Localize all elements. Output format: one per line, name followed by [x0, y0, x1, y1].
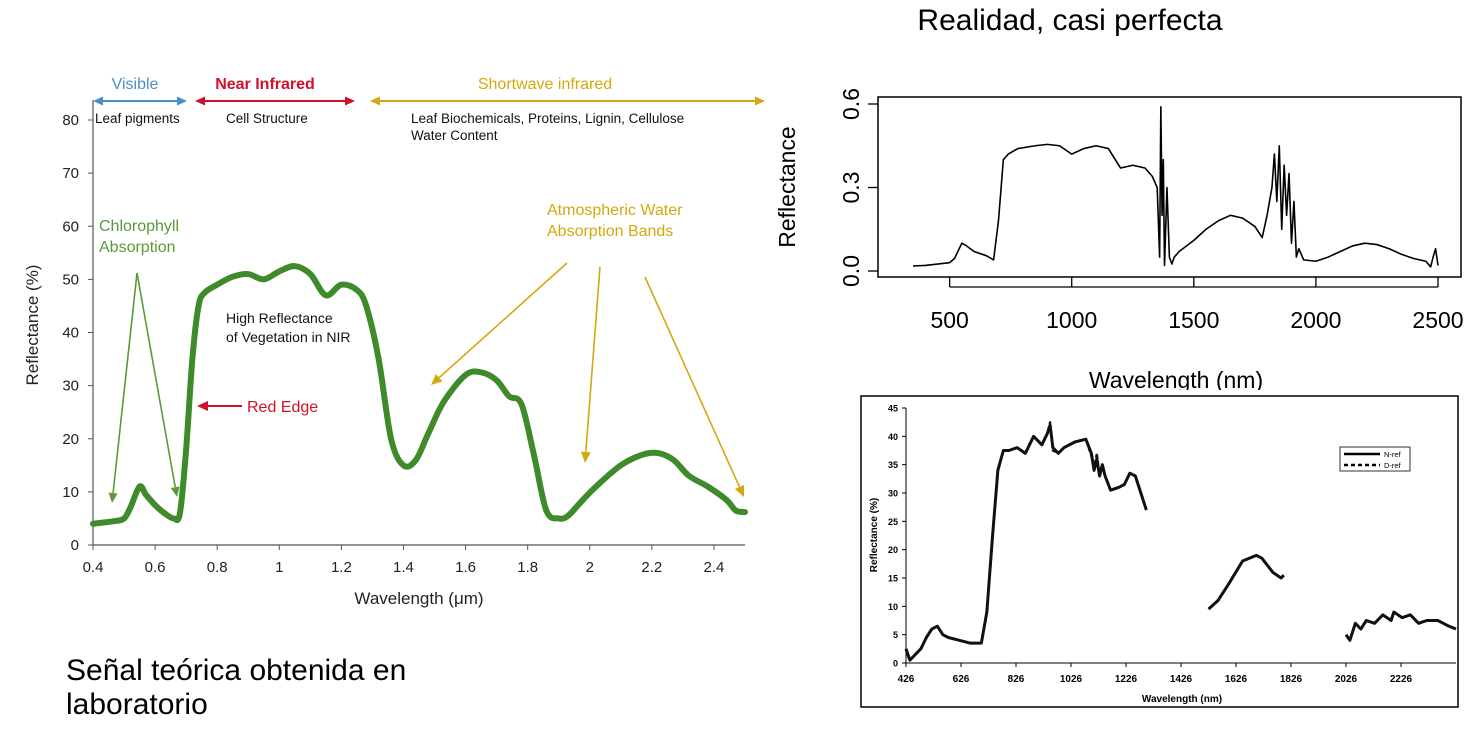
theoretical-spectrum-chart: 0.4 0.6 0.8 1 1.2 1.4 1.6 1.8 2 2.2 2.4 0 10 20 30 40 50…	[23, 76, 765, 608]
y-tick-label: 5	[893, 630, 898, 640]
y-tick-label: 30	[62, 378, 79, 395]
region-arrow-right-1	[140, 96, 187, 106]
y-tick-label: 0	[71, 537, 79, 554]
region-arrow-left-2	[195, 96, 275, 106]
vegetation-reflectance-line	[90, 263, 748, 527]
water-arrow-3	[644, 276, 744, 497]
y-axis-label: Reflectance	[774, 126, 800, 247]
chart-border	[860, 395, 1459, 708]
y-tick-label: 15	[888, 574, 898, 584]
x-tick-label: 1.2	[331, 559, 352, 576]
chlorophyll-arrow-red	[136, 272, 180, 497]
region-arrow-left-1	[93, 96, 140, 106]
x-tick-label: 2	[586, 559, 594, 576]
x-tick-label: 2226	[1390, 674, 1413, 685]
region-header-2: Near Infrared	[215, 76, 315, 93]
y-tick-label: 60	[62, 218, 79, 235]
x-tick-label: 0.8	[207, 559, 228, 576]
legend-label-nref: N-ref	[1384, 450, 1402, 459]
region-arrow-left-3	[370, 96, 568, 106]
nref-line-segment	[1344, 610, 1457, 642]
y-tick-label: 10	[62, 484, 79, 501]
y-tick-label: 10	[888, 602, 898, 612]
y-tick-label: 20	[62, 431, 79, 448]
water-bands-annotation: Absorption Bands	[547, 223, 673, 240]
region-subtitle-3: Water Content	[411, 128, 498, 143]
water-bands-annotation: Atmospheric Water	[547, 202, 683, 219]
x-tick-label: 0.4	[83, 559, 104, 576]
water-arrow-2	[580, 266, 601, 463]
chlorophyll-annotation: Chlorophyll	[99, 218, 179, 235]
x-tick-label: 626	[953, 674, 970, 685]
x-axis-label: Wavelength (μm)	[354, 589, 483, 608]
x-tick-label: 2.2	[641, 559, 662, 576]
red-edge-arrow	[197, 401, 242, 411]
y-tick-label: 0.3	[838, 172, 864, 204]
x-axis-label: Wavelength (nm)	[1089, 367, 1263, 390]
y-tick-label: 80	[62, 112, 79, 129]
slide-title-right: Realidad, casi perfecta	[917, 4, 1223, 37]
region-header-3: Shortwave infrared	[478, 76, 612, 93]
y-tick-label: 40	[888, 432, 898, 442]
y-tick-label: 0.6	[838, 88, 864, 120]
nref-line-segment	[1207, 553, 1285, 611]
y-axis-label: Reflectance (%)	[869, 498, 880, 572]
x-tick-label: 2000	[1290, 307, 1341, 333]
nref-dref-chart: 426 626 826 1026 1226 1426 1626 1826 2026 2226 0 5 1…	[860, 395, 1459, 708]
region-arrow-right-3	[567, 96, 765, 106]
y-tick-label: 30	[888, 489, 898, 499]
x-tick-label: 1.4	[393, 559, 414, 576]
chlorophyll-arrow-blue	[108, 272, 138, 503]
region-header-1: Visible	[112, 76, 159, 93]
x-tick-label: 500	[930, 307, 968, 333]
slide-caption-left: Señal teórica obtenida en laboratorio	[66, 654, 407, 721]
x-tick-label: 1.6	[455, 559, 476, 576]
y-tick-label: 0.0	[838, 255, 864, 287]
x-tick-label: 1626	[1225, 674, 1248, 685]
region-subtitle-1: Leaf pigments	[95, 111, 180, 126]
y-tick-label: 50	[62, 271, 79, 288]
high-reflectance-annotation: High Reflectance	[226, 310, 333, 326]
x-tick-label: 2500	[1412, 307, 1463, 333]
x-tick-label: 1.8	[517, 559, 538, 576]
x-tick-label: 2.4	[704, 559, 725, 576]
region-subtitle-3: Leaf Biochemicals, Proteins, Lignin, Cel…	[411, 111, 684, 126]
x-tick-label: 1500	[1168, 307, 1219, 333]
region-subtitle-2: Cell Structure	[226, 111, 308, 126]
legend-label-dref: D-ref	[1384, 461, 1402, 470]
y-tick-label: 25	[888, 517, 898, 527]
y-tick-label: 40	[62, 325, 79, 342]
water-arrow-1	[431, 262, 568, 385]
red-edge-annotation: Red Edge	[247, 399, 318, 416]
y-tick-label: 20	[888, 545, 898, 555]
y-tick-label: 0	[893, 659, 898, 669]
x-tick-label: 1826	[1280, 674, 1303, 685]
real-spectrum-chart: 500 1000 1500 2000 2500 0.0 0.3 0.6 Wavelength …	[774, 88, 1464, 390]
x-tick-label: 1226	[1115, 674, 1138, 685]
y-tick-label: 45	[888, 404, 898, 414]
dref-line-segment	[904, 421, 1148, 662]
x-axis-label: Wavelength (nm)	[1142, 694, 1222, 705]
x-tick-label: 1026	[1060, 674, 1083, 685]
x-tick-label: 2026	[1335, 674, 1358, 685]
y-tick-label: 70	[62, 165, 79, 182]
y-tick-label: 35	[888, 460, 898, 470]
chlorophyll-annotation: Absorption	[99, 239, 176, 256]
high-reflectance-annotation: of Vegetation in NIR	[226, 329, 351, 345]
x-tick-label: 426	[898, 674, 915, 685]
x-tick-label: 826	[1008, 674, 1025, 685]
legend: N-ref D-ref	[1339, 446, 1411, 472]
x-tick-label: 1426	[1170, 674, 1193, 685]
x-tick-label: 0.6	[145, 559, 166, 576]
measured-reflectance-line	[912, 105, 1439, 268]
x-tick-label: 1	[275, 559, 283, 576]
region-arrow-right-2	[275, 96, 355, 106]
y-axis-label: Reflectance (%)	[23, 265, 42, 386]
x-tick-label: 1000	[1046, 307, 1097, 333]
